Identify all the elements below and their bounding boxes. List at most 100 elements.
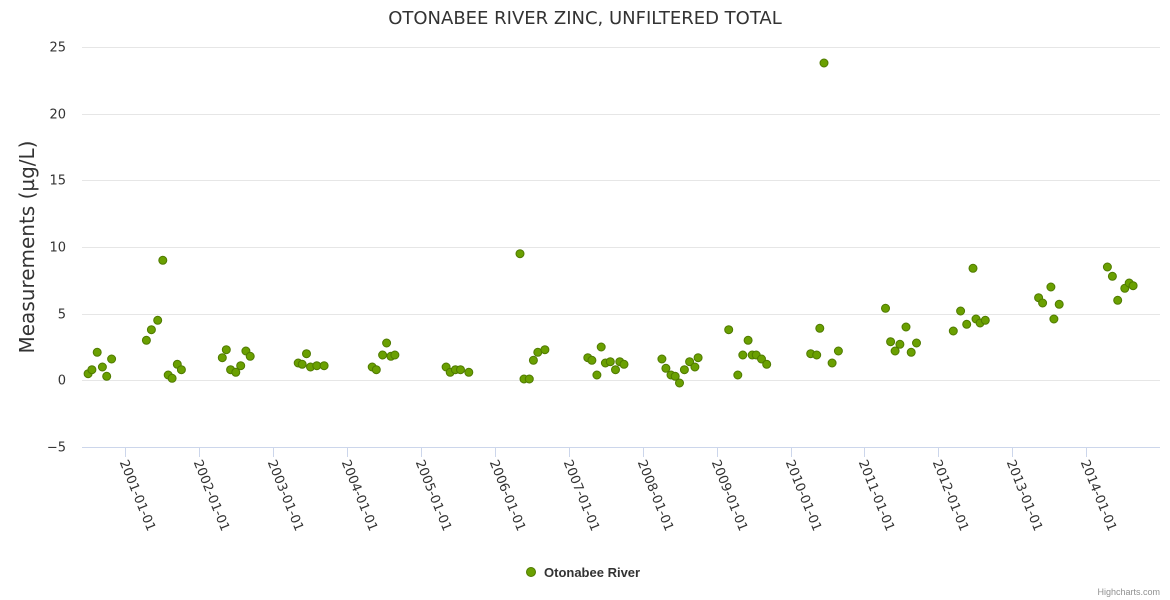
x-tick-label: 2002-01-01 <box>190 458 232 534</box>
credits-link[interactable]: Highcharts.com <box>1097 587 1160 597</box>
x-tick-label: 2008-01-01 <box>634 458 676 534</box>
data-point[interactable] <box>176 365 186 375</box>
data-point[interactable] <box>302 349 311 359</box>
data-point[interactable] <box>297 359 307 369</box>
x-tick-label: 2010-01-01 <box>782 458 824 534</box>
data-point[interactable] <box>141 335 151 345</box>
data-point[interactable] <box>592 370 602 380</box>
data-point[interactable] <box>762 359 772 369</box>
data-point[interactable] <box>153 315 163 325</box>
data-point[interactable] <box>1046 282 1056 292</box>
data-point[interactable] <box>1054 299 1064 309</box>
data-point[interactable] <box>1113 295 1123 305</box>
data-point[interactable] <box>107 354 117 364</box>
data-point[interactable] <box>605 357 615 367</box>
data-point[interactable] <box>1128 281 1138 291</box>
y-axis: −5 0 5 10 15 20 25 <box>47 41 66 456</box>
data-point[interactable] <box>378 350 388 360</box>
data-point[interactable] <box>980 315 990 325</box>
data-point[interactable] <box>231 367 241 377</box>
data-point[interactable] <box>693 353 703 363</box>
data-point[interactable] <box>524 374 534 384</box>
data-point[interactable] <box>690 362 700 372</box>
data-point[interactable] <box>890 346 900 356</box>
legend-label[interactable]: Otonabee River <box>544 565 640 580</box>
data-point[interactable] <box>382 338 392 348</box>
data-point[interactable] <box>540 345 550 355</box>
data-point[interactable] <box>948 326 958 336</box>
data-point[interactable] <box>895 339 905 349</box>
data-point[interactable] <box>679 365 689 375</box>
data-point[interactable] <box>733 370 743 380</box>
y-axis-label: Measurements (µg/L) <box>15 141 39 354</box>
data-point[interactable] <box>596 342 606 352</box>
data-point[interactable] <box>738 350 748 360</box>
data-point[interactable] <box>312 361 322 371</box>
legend[interactable]: Otonabee River <box>526 565 641 580</box>
x-tick-label: 2001-01-01 <box>116 458 158 534</box>
data-point[interactable] <box>319 361 329 371</box>
data-point[interactable] <box>221 345 231 355</box>
data-point[interactable] <box>743 335 753 345</box>
data-point[interactable] <box>685 357 695 367</box>
data-point[interactable] <box>236 361 246 371</box>
data-point[interactable] <box>217 353 227 363</box>
data-point[interactable] <box>901 322 911 332</box>
y-tick-label: 10 <box>49 241 66 256</box>
data-point[interactable] <box>819 58 829 68</box>
x-tick-label: 2013-01-01 <box>1003 458 1045 534</box>
chart-title: OTONABEE RIVER ZINC, UNFILTERED TOTAL <box>388 8 782 29</box>
data-point[interactable] <box>675 378 684 388</box>
x-tick-label: 2012-01-01 <box>929 458 971 534</box>
data-point[interactable] <box>92 347 102 357</box>
data-point[interactable] <box>886 337 896 347</box>
grid-lines <box>82 47 1160 448</box>
data-point[interactable] <box>968 263 978 273</box>
data-point[interactable] <box>757 354 766 364</box>
data-point[interactable] <box>724 325 734 335</box>
data-point[interactable] <box>1102 262 1112 272</box>
data-point[interactable] <box>102 371 112 381</box>
data-point[interactable] <box>390 350 400 360</box>
data-point[interactable] <box>611 365 620 375</box>
data-point[interactable] <box>962 319 972 329</box>
data-point[interactable] <box>528 355 538 365</box>
data-point[interactable] <box>815 323 825 333</box>
data-point[interactable] <box>146 325 156 335</box>
data-point[interactable] <box>833 346 843 356</box>
data-point[interactable] <box>912 338 921 348</box>
data-point[interactable] <box>464 367 474 377</box>
data-point[interactable] <box>827 358 837 368</box>
series-points <box>83 58 1138 388</box>
data-point[interactable] <box>456 365 465 375</box>
data-point[interactable] <box>587 355 597 365</box>
data-point[interactable] <box>97 362 107 372</box>
data-point[interactable] <box>1049 314 1059 324</box>
data-point[interactable] <box>670 371 680 381</box>
x-tick-label: 2009-01-01 <box>708 458 750 534</box>
data-point[interactable] <box>881 303 890 313</box>
data-point[interactable] <box>956 306 966 316</box>
y-tick-label: 5 <box>58 308 66 323</box>
data-point[interactable] <box>371 365 381 375</box>
data-point[interactable] <box>515 249 525 259</box>
data-point[interactable] <box>1038 298 1048 308</box>
x-tick-label: 2005-01-01 <box>412 458 454 534</box>
x-axis: 2001-01-01 2002-01-01 2003-01-01 2004-01-01… <box>116 447 1119 534</box>
legend-marker-icon <box>526 567 536 577</box>
data-point[interactable] <box>906 347 916 357</box>
data-point[interactable] <box>87 365 97 375</box>
y-tick-label: 0 <box>58 374 66 389</box>
data-point[interactable] <box>158 255 168 265</box>
data-point[interactable] <box>812 350 822 360</box>
data-point[interactable] <box>661 363 671 373</box>
data-point[interactable] <box>1107 271 1117 281</box>
data-point[interactable] <box>657 354 667 364</box>
data-point[interactable] <box>619 359 629 369</box>
y-tick-label: 15 <box>49 174 66 189</box>
x-tick-label: 2014-01-01 <box>1077 458 1119 534</box>
data-point[interactable] <box>167 373 177 383</box>
data-point[interactable] <box>245 351 255 361</box>
